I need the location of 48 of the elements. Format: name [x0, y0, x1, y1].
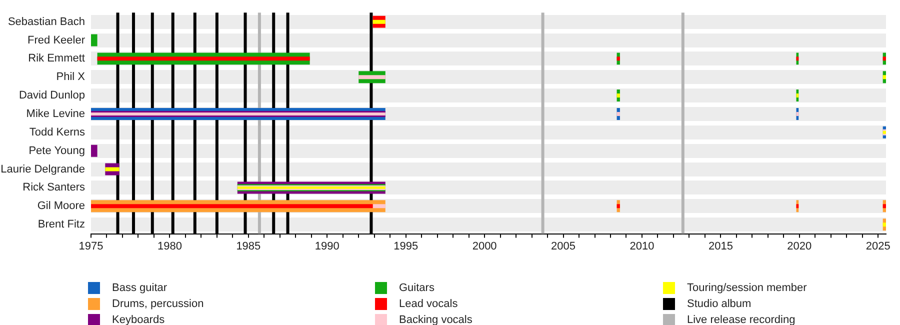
- legend-label: Guitars: [399, 282, 434, 294]
- y-tick-label: Gil Moore: [37, 200, 85, 212]
- legend-label: Studio album: [687, 298, 752, 310]
- bar: [616, 56, 620, 61]
- x-tick-label: 2000: [472, 240, 497, 252]
- bar: [372, 204, 386, 208]
- legend-label: Bass guitar: [112, 282, 168, 294]
- y-tick-label: Fred Keeler: [28, 34, 86, 46]
- legend-label: Backing vocals: [399, 314, 472, 325]
- legend-label: Lead vocals: [399, 298, 458, 310]
- y-tick-label: Brent Fitz: [38, 218, 85, 231]
- x-tick-label: 2005: [551, 240, 576, 252]
- legend-label: Live release recording: [687, 314, 796, 325]
- x-tick-label: 2015: [708, 240, 733, 252]
- x-tick-label: 1980: [157, 240, 182, 252]
- bar: [91, 34, 98, 46]
- bar: [616, 112, 620, 116]
- x-tick-label: 1985: [236, 240, 261, 252]
- x-tick-label: 2025: [866, 240, 890, 252]
- y-tick-label: Sebastian Bach: [8, 16, 85, 28]
- bar: [372, 20, 386, 24]
- y-tick-label: Mike Levine: [26, 108, 85, 120]
- x-tick-label: 1975: [78, 240, 104, 252]
- y-tick-label: Todd Kerns: [29, 126, 86, 138]
- bar: [616, 94, 620, 98]
- bar: [105, 167, 120, 172]
- y-tick-label: Pete Young: [28, 144, 85, 157]
- bar: [616, 204, 620, 208]
- x-tick-label: 2010: [630, 240, 654, 252]
- bar: [91, 204, 373, 208]
- bar: [358, 75, 386, 80]
- bar: [882, 204, 886, 208]
- bar: [97, 56, 310, 61]
- legend-label: Keyboards: [112, 314, 165, 325]
- y-tick-label: Phil X: [56, 71, 86, 84]
- legend-label: Drums, percussion: [112, 298, 204, 310]
- bar: [882, 222, 886, 227]
- x-tick-label: 1990: [314, 240, 340, 252]
- bar: [882, 75, 886, 80]
- y-tick-label: Rik Emmett: [28, 52, 85, 65]
- y-tick-label: Rick Santers: [22, 182, 86, 194]
- legend-label: Touring/session member: [687, 282, 807, 294]
- x-tick-label: 1995: [394, 240, 418, 252]
- y-tick-label: David Dunlop: [18, 90, 85, 102]
- x-tick-label: 2020: [787, 240, 812, 252]
- bar: [882, 56, 886, 61]
- y-tick-label: Laurie Delgrande: [0, 163, 85, 176]
- bar: [91, 144, 98, 157]
